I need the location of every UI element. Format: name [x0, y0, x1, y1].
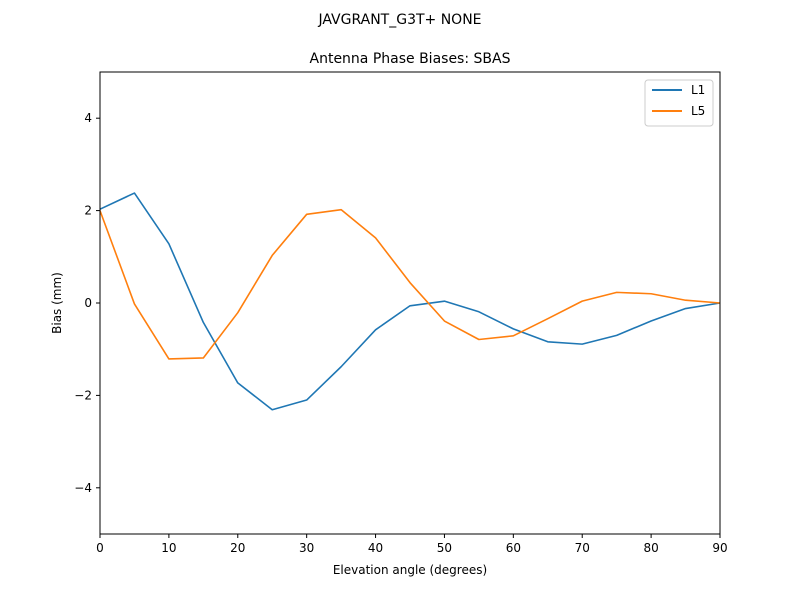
legend-label-l5: L5	[691, 104, 705, 118]
x-tick-label: 40	[368, 541, 383, 555]
ticks: 0 10 20 30 40 50 60 70 80 90 −4 −2 0 2 4	[74, 111, 727, 555]
x-tick-label: 80	[643, 541, 658, 555]
x-tick-label: 70	[575, 541, 590, 555]
y-tick-label: 2	[84, 204, 92, 218]
y-tick-label: 0	[84, 296, 92, 310]
y-tick-label: −4	[74, 481, 92, 495]
series-line-l1	[99, 192, 721, 411]
y-axis-label: Bias (mm)	[50, 272, 64, 334]
legend-label-l1: L1	[691, 83, 705, 97]
x-tick-label: 10	[161, 541, 176, 555]
axes	[99, 71, 721, 535]
x-axis-label: Elevation angle (degrees)	[333, 563, 487, 577]
suptitle: JAVGRANT_G3T+ NONE	[317, 12, 481, 28]
legend-box	[644, 79, 714, 127]
x-tick-label: 50	[437, 541, 452, 555]
plot-area	[99, 192, 721, 411]
x-tick-label: 30	[299, 541, 314, 555]
chart-title: Antenna Phase Biases: SBAS	[310, 51, 511, 67]
x-tick-label: 60	[506, 541, 521, 555]
x-tick-label: 20	[230, 541, 245, 555]
axes-frame	[99, 71, 721, 535]
x-tick-label: 90	[712, 541, 727, 555]
x-tick-label: 0	[96, 541, 104, 555]
y-tick-label: −2	[74, 388, 92, 402]
legend: L1 L5	[644, 79, 714, 127]
y-tick-label: 4	[84, 111, 92, 125]
series-line-l5	[99, 208, 721, 360]
